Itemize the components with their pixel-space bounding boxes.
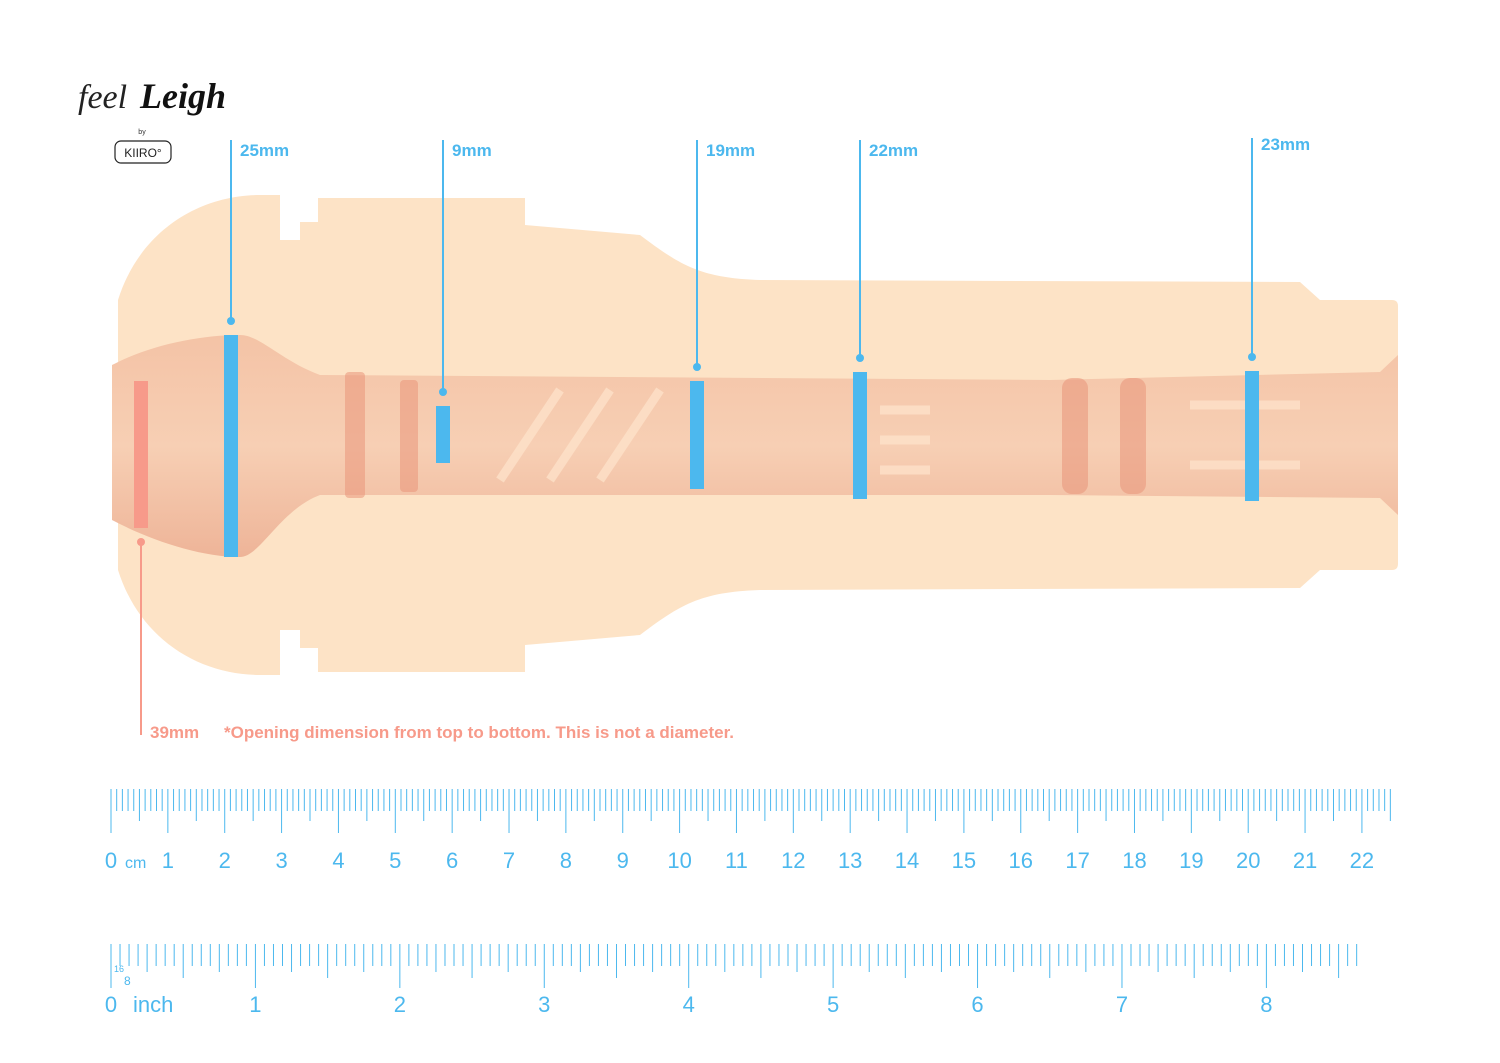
canal-rings bbox=[345, 372, 1146, 498]
cm-label: 19 bbox=[1179, 848, 1203, 873]
inch-label: 3 bbox=[538, 992, 550, 1017]
measure-dot bbox=[856, 354, 864, 362]
cm-label: 21 bbox=[1293, 848, 1317, 873]
cm-label: 20 bbox=[1236, 848, 1260, 873]
logo-name: Leigh bbox=[139, 76, 226, 116]
cm-label: 2 bbox=[219, 848, 231, 873]
logo-script: feel bbox=[78, 79, 127, 116]
cm-label: 9 bbox=[617, 848, 629, 873]
inch-label: 1 bbox=[249, 992, 261, 1017]
opening-label: 39mm bbox=[150, 723, 199, 742]
cm-label: 10 bbox=[667, 848, 691, 873]
cm-label: 7 bbox=[503, 848, 515, 873]
cm-label: 3 bbox=[275, 848, 287, 873]
opening-bar bbox=[134, 381, 148, 528]
inch-label: 0 bbox=[105, 992, 117, 1017]
cm-label: 22 bbox=[1350, 848, 1374, 873]
measure-bar bbox=[224, 335, 238, 557]
inch-label: 7 bbox=[1116, 992, 1128, 1017]
inch-label: 5 bbox=[827, 992, 839, 1017]
inch-unit: inch bbox=[133, 992, 173, 1017]
measure-dot bbox=[439, 388, 447, 396]
measure-label: 9mm bbox=[452, 141, 492, 160]
inch-label: 4 bbox=[683, 992, 695, 1017]
inch-fraction-top: 16 bbox=[114, 964, 124, 974]
measure-bar bbox=[1245, 371, 1259, 501]
cm-label: 16 bbox=[1009, 848, 1033, 873]
measurements: 25mm 9mm 19mm 22mm 23mm bbox=[224, 135, 1310, 557]
cm-label: 0 bbox=[105, 848, 117, 873]
measure-label: 22mm bbox=[869, 141, 918, 160]
measure-label: 19mm bbox=[706, 141, 755, 160]
measure-dot bbox=[693, 363, 701, 371]
measure-bar bbox=[853, 372, 867, 499]
measure-bar bbox=[436, 406, 450, 463]
cm-label: 11 bbox=[725, 848, 748, 873]
cm-label: 13 bbox=[838, 848, 862, 873]
cm-unit: cm bbox=[125, 855, 146, 872]
cm-label: 5 bbox=[389, 848, 401, 873]
cm-label: 18 bbox=[1122, 848, 1146, 873]
measure-dot bbox=[1248, 353, 1256, 361]
opening-marker: 39mm *Opening dimension from top to bott… bbox=[134, 381, 734, 742]
logo-brand: KIIRO° bbox=[124, 146, 162, 160]
measure-label: 25mm bbox=[240, 141, 289, 160]
inch-fraction-bottom: 8 bbox=[124, 974, 131, 988]
measure-label: 23mm bbox=[1261, 135, 1310, 154]
cm-label: 17 bbox=[1065, 848, 1089, 873]
cm-label: 14 bbox=[895, 848, 919, 873]
cm-label: 1 bbox=[162, 848, 174, 873]
cm-label: 4 bbox=[332, 848, 344, 873]
logo-box bbox=[114, 140, 172, 164]
inch-label: 6 bbox=[971, 992, 983, 1017]
measure-bar bbox=[690, 381, 704, 489]
inch-label: 8 bbox=[1260, 992, 1272, 1017]
cm-label: 12 bbox=[781, 848, 805, 873]
logo: feel Leigh by KIIRO° bbox=[78, 76, 226, 164]
opening-note: *Opening dimension from top to bottom. T… bbox=[224, 723, 734, 742]
measure-dot bbox=[227, 317, 235, 325]
product bbox=[112, 195, 1398, 675]
cm-label: 8 bbox=[560, 848, 572, 873]
cm-label: 15 bbox=[952, 848, 976, 873]
cm-label: 6 bbox=[446, 848, 458, 873]
inch-label: 2 bbox=[394, 992, 406, 1017]
logo-by: by bbox=[138, 129, 146, 136]
